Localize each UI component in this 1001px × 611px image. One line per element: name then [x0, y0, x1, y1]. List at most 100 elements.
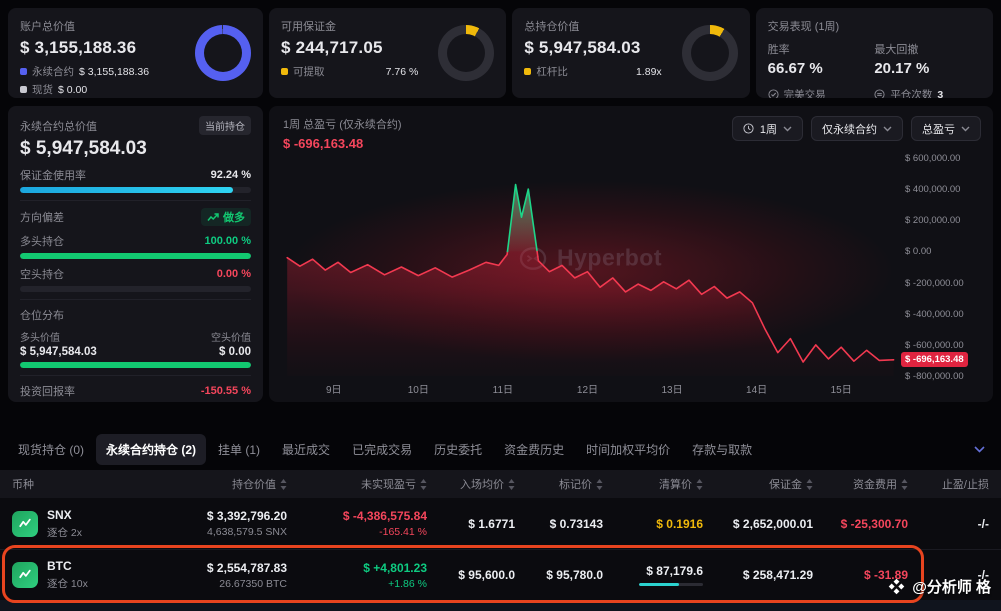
tpsl-value: -/- — [977, 516, 989, 531]
tab-order-history[interactable]: 历史委托 — [424, 434, 492, 465]
long-value-label: 多头价值 — [20, 333, 60, 344]
sort-icon — [508, 478, 515, 490]
distribution-values: $ 5,947,584.03 $ 0.00 — [20, 346, 251, 358]
pnl-cell: $ +4,801.23 +1.86 % — [287, 561, 427, 590]
account-value: $ 3,155,188.36 — [20, 38, 137, 57]
sort-icon — [806, 478, 813, 490]
x-axis-label: 14日 — [746, 385, 768, 396]
sort-icon — [901, 478, 908, 490]
margin-cell: $ 258,471.29 — [703, 568, 813, 582]
position-row-btc[interactable]: BTC 逐仓 10x $ 2,554,787.83 26.67350 BTC $… — [0, 549, 1001, 600]
legend-value: $ 3,155,188.36 — [79, 65, 150, 78]
pnl-chart-panel: 1周 总盈亏 (仅永续合约) $ -696,163.48 1周 仅永续合约 总盈… — [269, 106, 993, 402]
liq-price-cell: $ 87,179.6 — [603, 564, 703, 586]
roi-value: -150.55 % — [200, 385, 251, 397]
tab-deposits-withdrawals[interactable]: 存款与取款 — [682, 434, 762, 465]
legend-value: $ 0.00 — [58, 83, 88, 96]
analyst-watermark: @分析师 格 — [888, 576, 991, 597]
coin-symbol: SNX — [47, 507, 72, 522]
distribution-title: 仓位分布 — [20, 310, 64, 322]
bias-value: 做多 — [223, 212, 245, 224]
long-position-bar — [20, 253, 251, 259]
long-position-label: 多头持仓 — [20, 236, 64, 248]
header-entry-price[interactable]: 入场均价 — [427, 476, 515, 492]
check-circle-icon — [768, 89, 779, 98]
entry-price: $ 95,600.0 — [458, 568, 515, 582]
x-axis: 9日 10日 11日 12日 13日 14日 15日 — [283, 381, 897, 397]
tab-recent-fills[interactable]: 最近成交 — [272, 434, 340, 465]
pnl-percent: -165.41 % — [379, 526, 427, 538]
y-axis-label: $ 200,000.00 — [905, 215, 961, 227]
metric-button[interactable]: 总盈亏 — [911, 116, 981, 141]
x-axis-label: 12日 — [576, 385, 599, 396]
y-axis-label: $ -400,000.00 — [905, 308, 964, 320]
margin-usage-row: 保证金使用率 92.24 % — [20, 167, 251, 183]
header-tpsl[interactable]: 止盈/止损 — [941, 479, 989, 491]
bias-label: 方向偏差 — [20, 212, 64, 224]
collapse-chevron-icon[interactable] — [966, 442, 993, 457]
performance-substats: 完美交易 平仓次数 3 — [768, 87, 981, 98]
position-value: $ 2,554,787.83 — [206, 560, 287, 575]
chevron-down-icon — [961, 126, 970, 131]
perfect-trades: 完美交易 — [768, 87, 875, 98]
margin-mode: 逐仓 10x — [47, 578, 88, 590]
win-rate-stat: 胜率 66.67 % — [768, 41, 875, 77]
position-row-snx[interactable]: SNX 逐仓 2x $ 3,392,796.20 4,638,579.5 SNX… — [0, 498, 1001, 549]
header-margin[interactable]: 保证金 — [703, 476, 813, 492]
four-diamond-icon — [888, 578, 905, 595]
perp-summary-panel: 永续合约总价值 当前持仓 $ 5,947,584.03 保证金使用率 92.24… — [8, 106, 263, 402]
chart-current-pnl: $ -696,163.48 — [283, 136, 364, 151]
performance-stats: 胜率 66.67 % 最大回撤 20.17 % — [768, 41, 981, 77]
funding-cell: $ -31.89 — [813, 568, 908, 582]
header-unrealized-pnl[interactable]: 未实现盈亏 — [287, 476, 427, 492]
chart-title-block: 1周 总盈亏 (仅永续合约) $ -696,163.48 — [283, 116, 402, 151]
pnl-value: $ -4,386,575.84 — [342, 509, 427, 523]
spot-bullet-icon — [20, 86, 27, 93]
sort-icon — [420, 478, 427, 490]
roi-label: 投资回报率 — [20, 386, 75, 398]
account-allocation-donut — [195, 25, 251, 81]
pnl-cell: $ -4,386,575.84 -165.41 % — [287, 509, 427, 538]
mark-price-cell: $ 0.73143 — [515, 517, 603, 531]
y-axis-label: $ -800,000.00 — [905, 371, 964, 382]
legend-item-spot: 现货 $ 0.00 — [20, 82, 175, 97]
header-coin[interactable]: 币种 — [12, 479, 34, 491]
y-axis-label: $ -600,000.00 — [905, 339, 964, 351]
close-count-value: 3 — [937, 88, 944, 99]
tab-twap[interactable]: 时间加权平均价 — [576, 434, 680, 465]
tab-completed-trades[interactable]: 已完成交易 — [342, 434, 422, 465]
header-funding[interactable]: 资金费用 — [813, 476, 908, 492]
table-header: 币种 持仓价值 未实现盈亏 入场均价 标记价 清算价 保证金 资金费用 止盈/止… — [0, 470, 1001, 498]
x-axis-label: 9日 — [325, 385, 342, 396]
tab-perp-positions[interactable]: 永续合约持仓 (2) — [96, 433, 207, 465]
tpsl-cell[interactable]: -/- — [908, 568, 989, 582]
positions-table: 币种 持仓价值 未实现盈亏 入场均价 标记价 清算价 保证金 资金费用 止盈/止… — [0, 470, 1001, 600]
total-position-legend: 杠杆比 1.89x — [524, 64, 737, 79]
header-liq-price[interactable]: 清算价 — [603, 476, 703, 492]
tab-spot-positions[interactable]: 现货持仓 (0) — [8, 434, 94, 465]
margin-value: $ 2,652,000.01 — [732, 516, 813, 531]
tpsl-cell[interactable]: -/- — [908, 517, 989, 531]
legend-item-perp: 永续合约 $ 3,155,188.36 — [20, 64, 175, 79]
chart-controls: 1周 仅永续合约 总盈亏 — [731, 116, 981, 141]
long-value: $ 5,947,584.03 — [20, 346, 97, 358]
pnl-value: $ +4,801.23 — [363, 560, 427, 575]
header-mark-price[interactable]: 标记价 — [515, 476, 603, 492]
coin-cell: SNX 逐仓 2x — [12, 508, 122, 540]
distribution-bar — [20, 362, 251, 368]
timeframe-button[interactable]: 1周 — [731, 116, 803, 141]
pnl-area-chart[interactable]: Hyperbot 9日 10日 11日 12日 13日 14日 15日 — [283, 158, 897, 396]
tab-funding-history[interactable]: 资金费历史 — [494, 434, 574, 465]
funding-value: $ -25,300.70 — [840, 516, 908, 531]
close-count-label: 平仓次数 — [890, 89, 933, 98]
short-value: $ 0.00 — [219, 346, 251, 358]
scope-button[interactable]: 仅永续合约 — [811, 116, 903, 141]
margin-mode: 逐仓 2x — [47, 526, 83, 539]
header-position-value[interactable]: 持仓价值 — [122, 476, 287, 492]
tab-open-orders[interactable]: 挂单 (1) — [208, 434, 270, 465]
entry-price-cell: $ 95,600.0 — [427, 568, 515, 582]
account-legend: 永续合约 $ 3,155,188.36 现货 $ 0.00 — [20, 64, 251, 97]
card-available-margin: 可用保证金 $ 244,717.05 可提取 7.76 % — [269, 8, 507, 98]
perp-total-value: $ 5,947,584.03 — [20, 138, 147, 159]
